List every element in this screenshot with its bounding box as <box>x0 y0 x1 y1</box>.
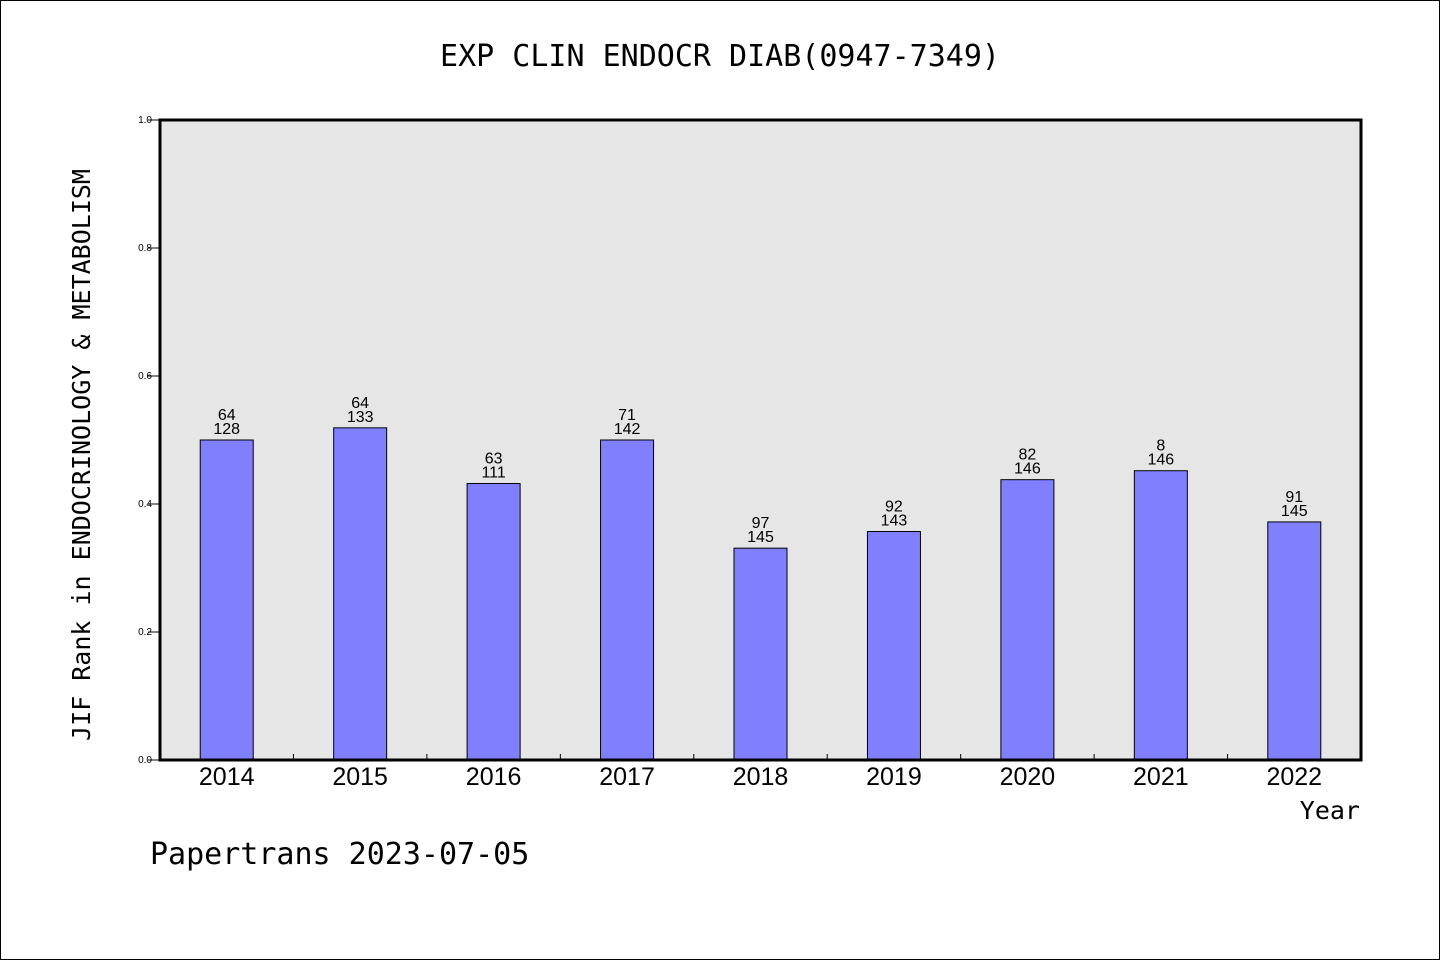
data-label-total-2014: 128 <box>213 421 240 438</box>
x-tick-label-2017: 2017 <box>599 763 655 791</box>
bar-2015 <box>333 427 388 761</box>
y-axis: 0.0 0.2 0.4 0.6 0.8 1.0 <box>138 115 160 766</box>
data-label-rank-2020: 82 <box>1018 447 1036 464</box>
bar-2018 <box>733 547 788 761</box>
data-label-total-2022: 145 <box>1281 503 1308 520</box>
y-axis-label: JIF Rank in ENDOCRINOLOGY & METABOLISM <box>67 169 96 741</box>
data-label-total-2017: 142 <box>614 421 641 438</box>
y-tick-label-0.6: 0.6 <box>138 371 152 382</box>
data-label-total-2019: 143 <box>881 513 908 530</box>
data-label-rank-2016: 63 <box>485 451 503 468</box>
x-tick-label-2014: 2014 <box>199 763 255 791</box>
data-label-total-2021: 146 <box>1147 452 1174 469</box>
x-tick-label-2019: 2019 <box>866 763 922 791</box>
bar-2022 <box>1267 521 1322 761</box>
x-tick-label-2016: 2016 <box>466 763 522 791</box>
x-tick-label-2018: 2018 <box>733 763 789 791</box>
bar-2017 <box>600 439 655 761</box>
data-label-total-2015: 133 <box>347 409 374 426</box>
data-label-rank-2018: 97 <box>752 515 770 532</box>
data-label-rank-2017: 71 <box>618 407 636 424</box>
data-label-total-2016: 111 <box>481 465 505 482</box>
y-tick-label-1.0: 1.0 <box>138 115 152 126</box>
y-tick-label-0.2: 0.2 <box>138 627 152 638</box>
x-tick-label-2015: 2015 <box>332 763 388 791</box>
x-tick-label-2022: 2022 <box>1266 763 1322 791</box>
plot-frame <box>158 118 1363 762</box>
bars-group: 6412864133631117114297145921438214681469… <box>199 395 1322 761</box>
y-tick-label-0.0: 0.0 <box>138 755 152 766</box>
x-tick-label-2020: 2020 <box>1000 763 1056 791</box>
y-tick-label-0.8: 0.8 <box>138 243 152 254</box>
data-label-total-2018: 145 <box>747 529 774 546</box>
y-tick-label-0.4: 0.4 <box>138 499 152 510</box>
data-label-rank-2021: 8 <box>1156 438 1165 455</box>
data-label-rank-2022: 91 <box>1285 489 1303 506</box>
footer-text: Papertrans 2023-07-05 <box>150 837 529 872</box>
bar-2021 <box>1133 470 1188 761</box>
data-label-rank-2019: 92 <box>885 499 903 516</box>
data-label-rank-2015: 64 <box>351 395 369 412</box>
bar-2016 <box>466 483 521 761</box>
x-tick-label-2021: 2021 <box>1133 763 1189 791</box>
x-axis: 2014 2015 2016 2017 2018 2019 2020 2021 2022 <box>199 754 1322 791</box>
x-axis-label: Year <box>1300 796 1360 825</box>
data-label-total-2020: 146 <box>1014 461 1041 478</box>
bar-2019 <box>866 531 921 761</box>
bar-2020 <box>1000 479 1055 761</box>
data-label-rank-2014: 64 <box>218 407 236 424</box>
chart-title: EXP CLIN ENDOCR DIAB(0947-7349) <box>440 39 1000 74</box>
bar-2014 <box>199 439 254 761</box>
